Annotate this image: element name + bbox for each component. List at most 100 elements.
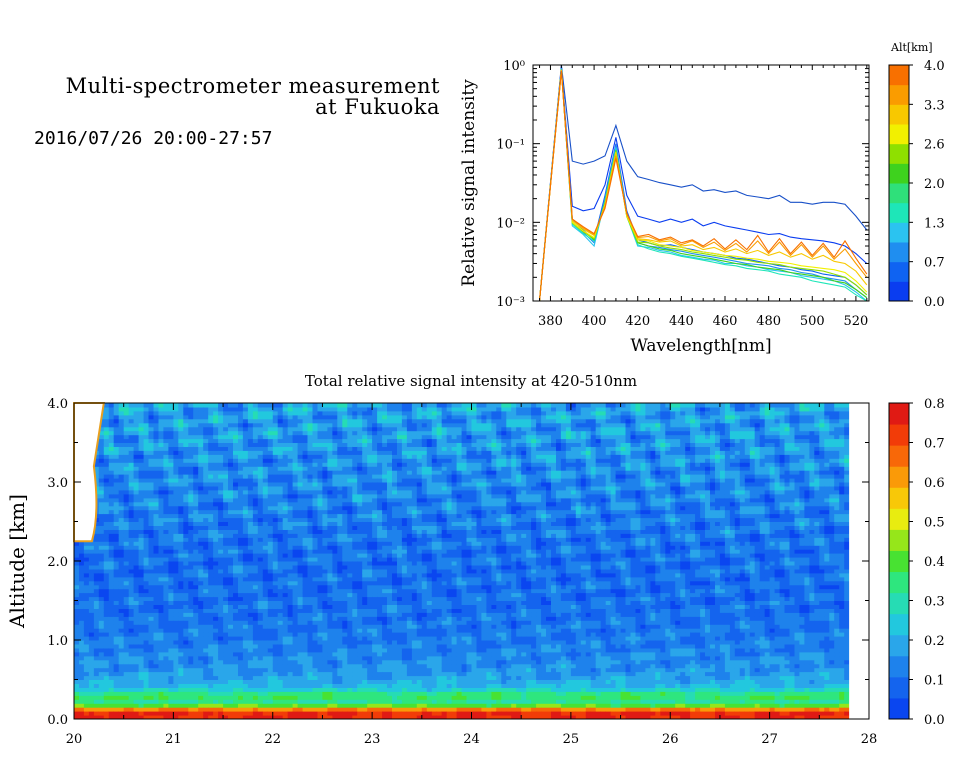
heatmap-cell [79,608,85,613]
spectrum-x-tick-label: 400 [582,314,607,329]
heatmap-cell [332,604,338,609]
heatmap-cell [178,608,184,613]
heatmap-cell [118,632,125,637]
heatmap-cell [242,608,249,613]
altitude-colorbar-tick-label: 2.0 [924,177,945,192]
heatmap-cell [312,561,319,566]
heatmap-cell [228,545,234,550]
heatmap-cell [138,624,145,629]
heatmap-cell [233,628,239,633]
heatmap-cell [218,651,224,657]
heatmap-cell [267,529,274,534]
heatmap-cell [143,529,150,534]
heatmap-cell [292,430,299,436]
heatmap-cell [228,549,234,554]
heatmap-cell [163,580,169,586]
heatmap-cell [302,651,309,657]
heatmap-cell [113,446,120,451]
heatmap-cell [88,679,95,684]
heatmap-cell [287,572,294,578]
heatmap-cell [282,604,289,609]
heatmap-cell [347,659,353,665]
heatmap-cell [292,521,299,526]
heatmap-cell [277,568,284,574]
heatmap-cell [302,541,309,546]
heatmap-cell [83,604,90,609]
heatmap-cell [337,462,343,467]
heatmap-cell [347,505,353,511]
heatmap-cell [108,699,115,704]
heatmap-cell [83,616,90,621]
heatmap-cell [362,588,368,594]
spectrum-x-tick-label: 380 [538,314,563,329]
heatmap-cell [188,620,194,625]
heatmap-cell [173,715,179,720]
heatmap-cell [317,679,324,684]
heatmap-cell [292,513,299,519]
heatmap-cell [128,549,135,554]
heatmap-cell [158,489,165,495]
heatmap-cell [317,628,324,633]
heatmap-cell [252,470,259,475]
heatmap-cell [153,588,160,594]
heatmap-cell [148,632,155,637]
heatmap-cell [103,426,110,432]
heatmap-cell [267,608,274,613]
heatmap-cell [352,632,358,637]
heatmap-cell [118,513,125,519]
heatmap-cell [158,647,165,653]
heatmap-cell [357,576,363,582]
heatmap-cell [233,430,239,436]
heatmap-cell [287,497,294,503]
heatmap-cell [332,426,338,432]
heatmap-cell [247,513,254,519]
heatmap-cell [317,430,324,436]
heatmap-cell [103,537,110,542]
heatmap-cell [153,434,160,440]
heatmap-cell [158,636,165,641]
heatmap-cell [367,501,373,507]
heatmap-cell [257,636,264,641]
heatmap-cell [123,632,130,637]
heatmap-cell [213,683,219,688]
heatmap-cell [252,644,259,649]
heatmap-cell [98,545,105,550]
heatmap-cell [262,458,269,463]
heatmap-cell [257,513,264,519]
heatmap-cell [327,711,333,716]
heatmap-cell [337,529,343,534]
heatmap-cell [218,414,224,420]
heatmap-cell [282,707,289,712]
heatmap-cell [203,426,209,432]
heatmap-cell [327,478,333,483]
heatmap-cell [252,699,259,704]
heatmap-cell [128,513,135,519]
heatmap-cell [173,699,179,704]
heatmap-cell [123,624,130,629]
heatmap-cell [83,711,90,716]
heatmap-cell [133,707,140,712]
chart-title-line-2: at Fukuoka [315,95,440,119]
heatmap-cell [297,450,304,455]
heatmap-cell [183,434,189,440]
heatmap-cell [367,711,373,716]
heatmap-cell [267,541,274,546]
heatmap-cell [118,644,125,649]
heatmap-cell [213,636,219,641]
heatmap-cell [118,612,125,617]
heatmap-cell [327,679,333,684]
heatmap-cell [347,438,353,443]
heatmap-cell [103,683,110,688]
heatmap-cell [257,711,264,716]
heatmap-cell [153,695,160,700]
heatmap-cell [183,651,189,657]
heatmap-cell [108,655,115,661]
heatmap-cell [133,687,140,692]
heatmap-cell [282,513,289,519]
heatmap-cell [143,533,150,538]
heatmap-cell [203,568,209,574]
heatmap-cell [312,675,319,680]
heatmap-cell [302,663,309,669]
heatmap-cell [158,612,165,617]
heatmap-cell [103,711,110,716]
